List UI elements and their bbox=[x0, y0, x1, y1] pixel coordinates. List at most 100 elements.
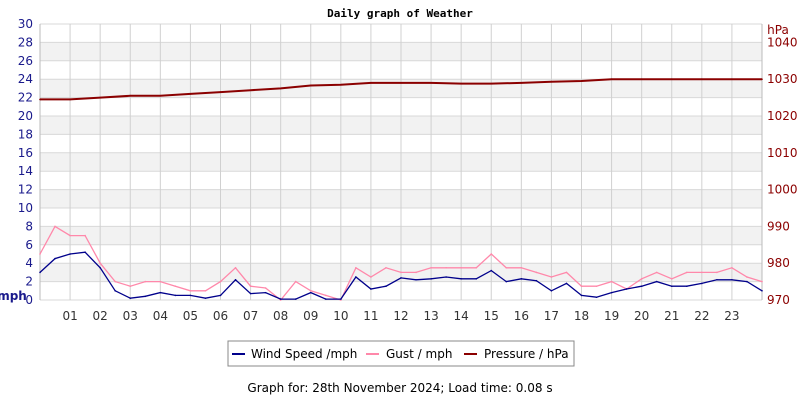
x-tick-label: 19 bbox=[604, 309, 619, 323]
data-point-pressure bbox=[490, 82, 493, 85]
data-point-gust bbox=[324, 294, 327, 297]
data-point-gust bbox=[550, 276, 553, 278]
x-tick-label: 06 bbox=[213, 309, 228, 323]
data-point-pressure bbox=[370, 82, 372, 84]
data-point-gust bbox=[309, 290, 312, 292]
left-tick-label: 10 bbox=[18, 201, 33, 215]
data-point-wind-speed bbox=[640, 285, 643, 288]
left-tick-label: 14 bbox=[18, 164, 33, 178]
x-tick-label: 16 bbox=[514, 309, 529, 323]
data-point-wind-speed bbox=[490, 269, 493, 272]
data-point-gust bbox=[204, 290, 207, 292]
data-point-wind-speed bbox=[129, 297, 132, 299]
data-point-wind-speed bbox=[54, 257, 56, 260]
data-point-pressure bbox=[761, 78, 763, 80]
right-tick-label: 970 bbox=[767, 293, 790, 307]
x-tick-label: 14 bbox=[454, 309, 469, 323]
data-point-wind-speed bbox=[716, 278, 718, 281]
data-point-pressure bbox=[580, 80, 583, 82]
data-point-wind-speed bbox=[625, 288, 628, 290]
data-point-wind-speed bbox=[249, 292, 252, 295]
data-point-gust bbox=[670, 278, 673, 280]
data-point-wind-speed bbox=[565, 282, 568, 285]
data-point-wind-speed bbox=[761, 290, 763, 292]
data-point-pressure bbox=[520, 82, 523, 84]
data-point-gust bbox=[415, 271, 417, 274]
data-point-gust bbox=[610, 280, 613, 283]
data-point-pressure bbox=[340, 83, 342, 86]
data-point-wind-speed bbox=[204, 297, 207, 299]
data-point-gust bbox=[445, 267, 447, 269]
x-tick-label: 02 bbox=[93, 309, 108, 323]
data-point-pressure bbox=[99, 96, 101, 99]
data-point-wind-speed bbox=[460, 278, 462, 280]
data-point-wind-speed bbox=[219, 294, 222, 297]
data-point-pressure bbox=[279, 87, 282, 90]
right-axis-label: hPa bbox=[767, 23, 789, 37]
x-tick-label: 10 bbox=[333, 309, 348, 323]
data-point-wind-speed bbox=[39, 271, 41, 274]
data-point-pressure bbox=[189, 93, 192, 95]
data-point-wind-speed bbox=[370, 288, 372, 290]
data-point-gust bbox=[716, 271, 718, 274]
data-point-gust bbox=[505, 267, 508, 269]
data-point-pressure bbox=[249, 89, 252, 92]
left-tick-label: 12 bbox=[18, 183, 33, 197]
data-point-pressure bbox=[69, 98, 71, 101]
data-point-wind-speed bbox=[189, 294, 192, 297]
data-point-gust bbox=[565, 271, 568, 274]
right-tick-label: 1010 bbox=[767, 146, 798, 160]
data-point-wind-speed bbox=[69, 253, 71, 255]
data-point-wind-speed bbox=[731, 278, 733, 281]
x-tick-label: 08 bbox=[273, 309, 288, 323]
data-point-gust bbox=[385, 267, 387, 269]
data-point-gust bbox=[355, 267, 357, 269]
data-point-wind-speed bbox=[475, 278, 478, 280]
left-tick-label: 26 bbox=[18, 54, 33, 68]
legend-pressure: Pressure / hPa bbox=[484, 347, 569, 361]
data-point-gust bbox=[640, 278, 643, 280]
data-point-pressure bbox=[309, 84, 312, 87]
data-point-gust bbox=[400, 271, 402, 274]
data-point-gust bbox=[144, 280, 147, 283]
data-point-gust bbox=[761, 280, 763, 283]
data-point-gust bbox=[746, 276, 748, 278]
right-tick-label: 990 bbox=[767, 219, 790, 233]
x-tick-label: 23 bbox=[724, 309, 739, 323]
data-point-gust bbox=[520, 267, 523, 269]
legend-wind: Wind Speed /mph bbox=[251, 347, 357, 361]
data-point-wind-speed bbox=[264, 291, 267, 294]
x-tick-label: 20 bbox=[634, 309, 649, 323]
data-point-pressure bbox=[460, 82, 462, 85]
data-point-wind-speed bbox=[685, 285, 688, 288]
data-point-gust bbox=[460, 267, 462, 269]
x-tick-label: 09 bbox=[303, 309, 318, 323]
data-point-pressure bbox=[670, 78, 673, 80]
data-point-gust bbox=[701, 271, 703, 274]
data-point-gust bbox=[731, 267, 733, 269]
data-point-gust bbox=[84, 234, 86, 237]
left-tick-label: 22 bbox=[18, 91, 33, 105]
data-point-gust bbox=[219, 280, 222, 283]
data-point-pressure bbox=[640, 78, 643, 80]
data-point-gust bbox=[159, 280, 162, 283]
data-point-gust bbox=[69, 234, 71, 237]
right-tick-label: 1020 bbox=[767, 109, 798, 123]
data-point-wind-speed bbox=[99, 267, 101, 269]
right-tick-label: 1040 bbox=[767, 35, 798, 49]
data-point-gust bbox=[580, 285, 583, 288]
data-point-wind-speed bbox=[520, 278, 523, 280]
data-point-wind-speed bbox=[701, 282, 703, 285]
chart-title: Daily graph of Weather bbox=[327, 7, 473, 20]
data-point-pressure bbox=[129, 94, 132, 97]
data-point-wind-speed bbox=[84, 251, 86, 253]
x-tick-label: 03 bbox=[123, 309, 138, 323]
data-point-wind-speed bbox=[535, 279, 538, 282]
x-tick-label: 12 bbox=[393, 309, 408, 323]
x-tick-label: 17 bbox=[544, 309, 559, 323]
left-tick-label: 4 bbox=[25, 256, 33, 270]
right-tick-label: 980 bbox=[767, 256, 790, 270]
data-point-wind-speed bbox=[580, 294, 583, 297]
